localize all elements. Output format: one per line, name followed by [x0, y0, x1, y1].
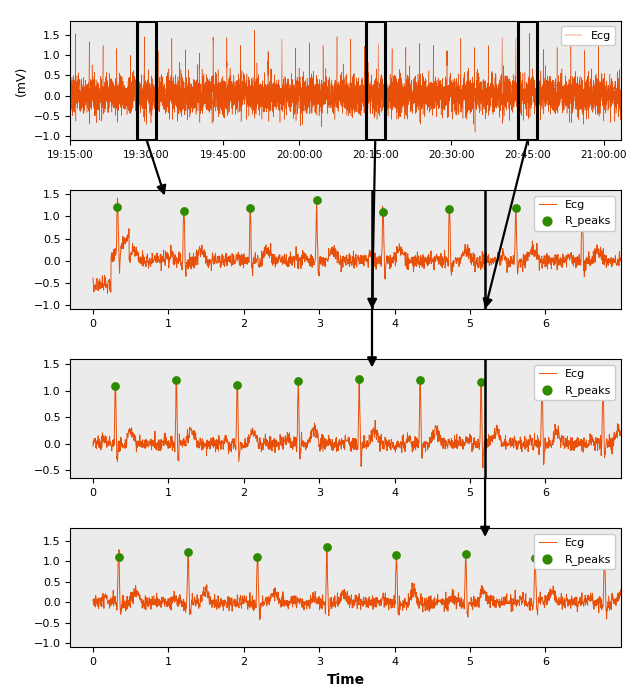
R_peaks [183, 546, 193, 557]
Ecg [617, 585, 625, 594]
Ecg [599, 369, 607, 377]
Bar [366, 21, 385, 140]
Ecg [425, 439, 433, 448]
Line: Ecg: Ecg [93, 547, 621, 619]
Ecg [256, 615, 264, 624]
R_peaks [530, 553, 540, 564]
Ecg [479, 464, 487, 472]
R_peaks [444, 203, 454, 214]
Ecg [89, 274, 97, 283]
Legend: Ecg: Ecg [561, 26, 615, 45]
R_peaks [113, 201, 123, 212]
Ecg [114, 194, 122, 203]
Ecg [475, 90, 483, 99]
R_peaks [171, 375, 181, 386]
Ecg [223, 603, 231, 612]
Ecg [258, 262, 266, 270]
Ecg [617, 254, 625, 262]
R_peaks [232, 380, 243, 391]
R_peaks [378, 207, 388, 218]
Y-axis label: (mV): (mV) [15, 65, 28, 95]
Ecg [504, 93, 512, 102]
Ecg [426, 260, 433, 268]
Ecg [250, 26, 258, 34]
R_peaks [598, 367, 608, 379]
Bar [518, 21, 537, 140]
Legend: Ecg, R_peaks: Ecg, R_peaks [534, 365, 615, 400]
Ecg [89, 442, 97, 450]
Ecg [223, 437, 231, 445]
Ecg [426, 592, 433, 601]
Ecg [104, 289, 111, 297]
Ecg [617, 85, 625, 93]
Ecg [111, 248, 118, 257]
Line: Ecg: Ecg [70, 30, 621, 132]
Ecg [617, 427, 625, 436]
Ecg [277, 256, 285, 264]
R_peaks [600, 548, 610, 559]
R_peaks [415, 374, 425, 386]
R_peaks [312, 195, 322, 206]
Legend: Ecg, R_peaks: Ecg, R_peaks [534, 196, 615, 231]
R_peaks [110, 381, 120, 392]
R_peaks [476, 377, 486, 388]
Ecg [67, 77, 74, 85]
R_peaks [461, 548, 471, 560]
Ecg [318, 253, 326, 262]
R_peaks [113, 551, 124, 562]
Ecg [110, 596, 118, 605]
Ecg [392, 75, 400, 84]
Ecg [110, 441, 118, 449]
Ecg [318, 601, 326, 609]
Ecg [317, 439, 325, 448]
Legend: Ecg, R_peaks: Ecg, R_peaks [534, 534, 615, 569]
R_peaks [293, 376, 303, 387]
Bar [138, 21, 156, 140]
R_peaks [511, 202, 521, 213]
R_peaks [322, 541, 332, 553]
Ecg [266, 88, 273, 97]
Ecg [323, 543, 331, 551]
R_peaks [537, 379, 547, 390]
Ecg [277, 596, 285, 604]
R_peaks [577, 195, 588, 206]
X-axis label: Time: Time [326, 672, 365, 686]
Ecg [416, 81, 424, 89]
R_peaks [354, 374, 364, 385]
R_peaks [245, 202, 255, 213]
R_peaks [179, 206, 189, 217]
Ecg [224, 258, 232, 266]
R_peaks [252, 552, 262, 563]
R_peaks [391, 550, 401, 561]
Line: Ecg: Ecg [93, 373, 621, 468]
Ecg [89, 596, 97, 604]
Ecg [276, 436, 284, 445]
Ecg [258, 601, 266, 609]
Line: Ecg: Ecg [93, 198, 621, 293]
Ecg [94, 104, 102, 113]
Ecg [471, 128, 479, 136]
Ecg [257, 448, 265, 456]
